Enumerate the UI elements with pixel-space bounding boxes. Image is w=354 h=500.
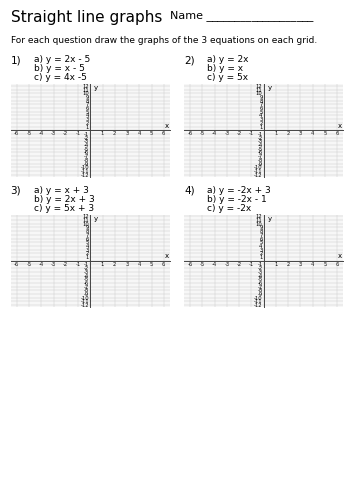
Text: c) y = 5x: c) y = 5x — [207, 73, 248, 82]
Text: b) y = x - 5: b) y = x - 5 — [34, 64, 85, 73]
Text: b) y = -2x - 1: b) y = -2x - 1 — [207, 194, 267, 203]
Text: b) y = x: b) y = x — [207, 64, 243, 73]
Text: 3): 3) — [11, 186, 21, 196]
Text: Straight line graphs: Straight line graphs — [11, 10, 162, 25]
Text: y: y — [94, 86, 98, 91]
Text: x: x — [165, 123, 169, 129]
Text: x: x — [165, 254, 169, 260]
Text: 4): 4) — [184, 186, 195, 196]
Text: y: y — [267, 216, 272, 222]
Text: a) y = 2x - 5: a) y = 2x - 5 — [34, 55, 90, 64]
Text: y: y — [267, 86, 272, 91]
Text: a) y = x + 3: a) y = x + 3 — [34, 186, 88, 194]
Text: Name ___________________: Name ___________________ — [170, 10, 313, 21]
Text: For each question draw the graphs of the 3 equations on each grid.: For each question draw the graphs of the… — [11, 36, 317, 45]
Text: 2): 2) — [184, 55, 195, 65]
Text: a) y = 2x: a) y = 2x — [207, 55, 249, 64]
Text: x: x — [338, 123, 342, 129]
Text: c) y = -2x: c) y = -2x — [207, 204, 251, 212]
Text: x: x — [338, 254, 342, 260]
Text: y: y — [94, 216, 98, 222]
Text: 1): 1) — [11, 55, 21, 65]
Text: c) y = 5x + 3: c) y = 5x + 3 — [34, 204, 94, 212]
Text: a) y = -2x + 3: a) y = -2x + 3 — [207, 186, 271, 194]
Text: c) y = 4x -5: c) y = 4x -5 — [34, 73, 86, 82]
Text: b) y = 2x + 3: b) y = 2x + 3 — [34, 194, 95, 203]
